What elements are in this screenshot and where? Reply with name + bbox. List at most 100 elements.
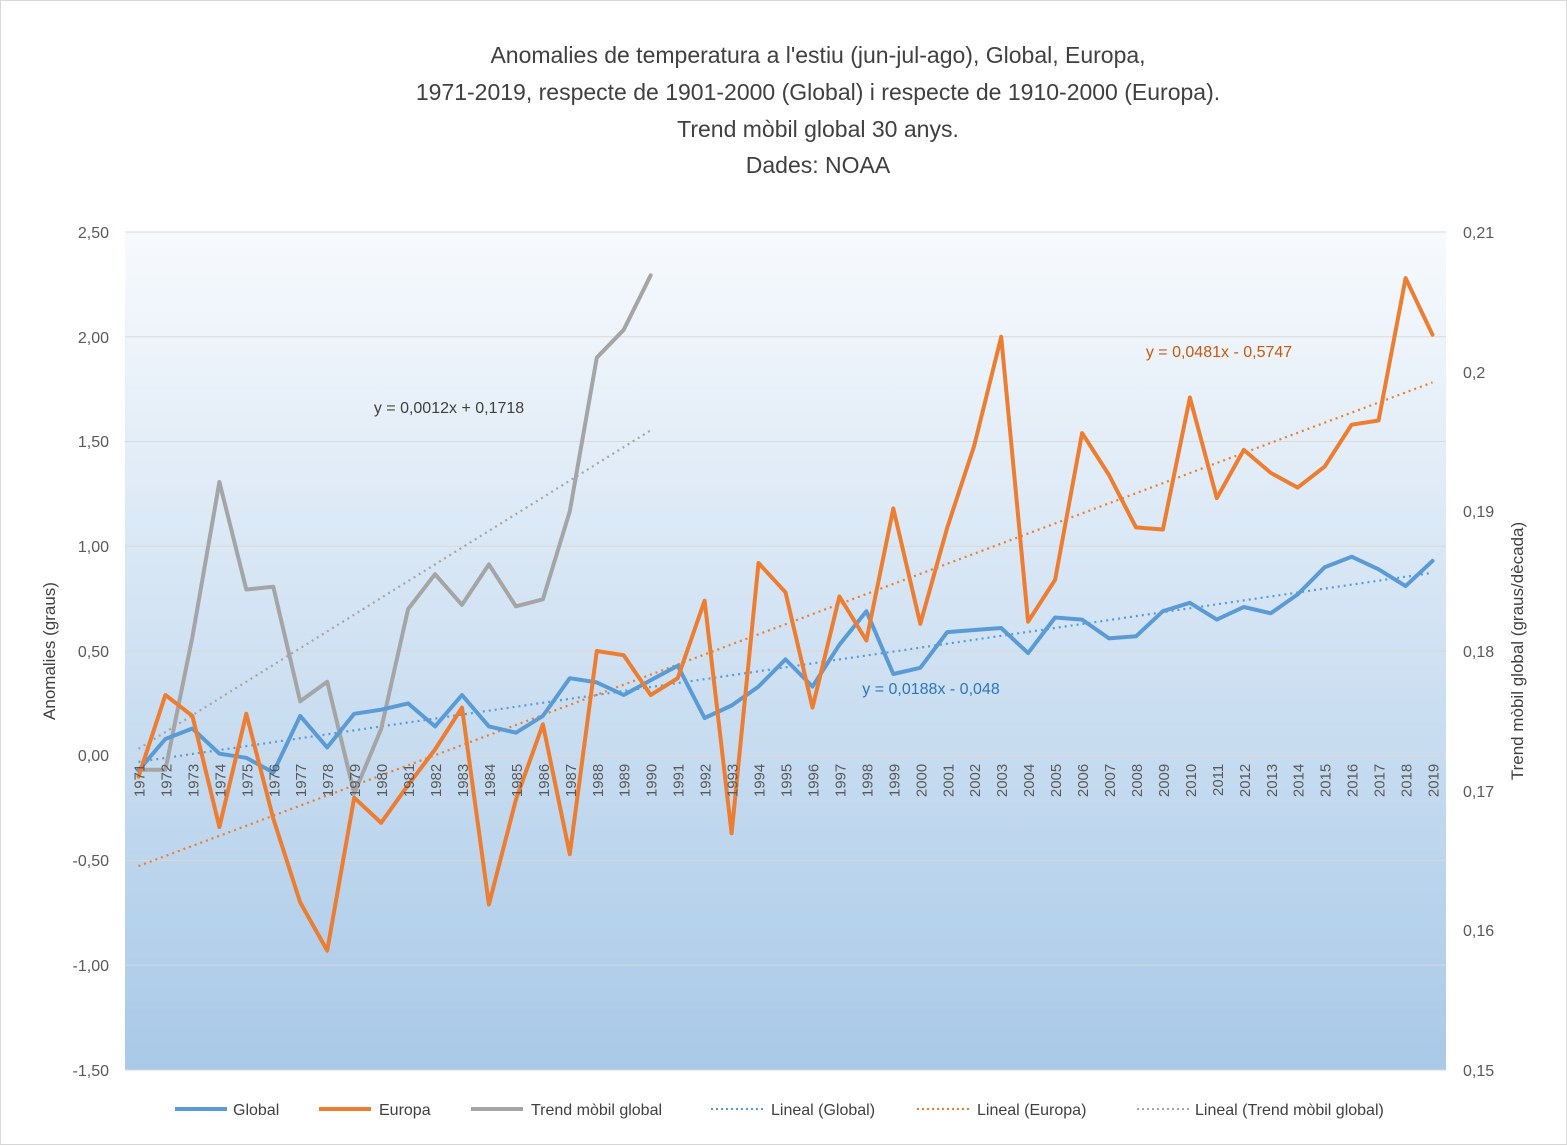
- x-tick-label: 2015: [1318, 764, 1335, 797]
- x-tick-label: 2017: [1372, 764, 1389, 797]
- y-tick-label: 0,50: [78, 644, 109, 661]
- y-tick-label: 1,50: [78, 434, 109, 451]
- legend-item-lineal-europa: Lineal (Europa): [917, 1102, 1086, 1119]
- legend-label: Lineal (Trend mòbil global): [1195, 1102, 1384, 1119]
- x-tick-label: 1989: [617, 764, 634, 797]
- legend-label: Lineal (Global): [771, 1102, 875, 1119]
- trendline-trend-m-bil-global: [137, 429, 652, 750]
- x-tick-label: 2007: [1102, 764, 1119, 797]
- x-tick-label: 1998: [859, 764, 876, 797]
- x-tick-label: 1984: [482, 764, 499, 797]
- x-tick-label: 2002: [967, 764, 984, 797]
- trend-equation-trend-mobil: y = 0,0012x + 0,1718: [374, 400, 524, 417]
- title-line-4: Dades: NOAA: [746, 152, 891, 178]
- right-axis: 0,21 0,2 0,19 0,18 0,17 0,16 0,15: [1463, 225, 1494, 1080]
- x-tick-label: 1988: [590, 764, 607, 797]
- legend-item-trend-mobil: Trend mòbil global: [471, 1102, 662, 1119]
- title-line-3: Trend mòbil global 30 anys.: [677, 116, 959, 142]
- x-tick-label: 1983: [455, 764, 472, 797]
- legend-item-lineal-global: Lineal (Global): [711, 1102, 875, 1119]
- legend-label: Trend mòbil global: [531, 1102, 662, 1119]
- x-tick-label: 2005: [1048, 764, 1065, 797]
- x-tick-label: 1978: [320, 764, 337, 797]
- x-tick-label: 1976: [266, 764, 283, 797]
- y-tick-label: -1,00: [73, 958, 110, 975]
- x-tick-label: 1994: [752, 764, 769, 797]
- x-tick-label: 2006: [1075, 764, 1092, 797]
- x-tick-label: 1987: [563, 764, 580, 797]
- y2-tick-label: 0,16: [1463, 923, 1494, 940]
- series-line-europa: [136, 276, 1435, 953]
- x-tick-label: 1992: [698, 764, 715, 797]
- y2-tick-label: 0,21: [1463, 225, 1494, 242]
- series-line-trend-m-bil-global: [136, 273, 653, 796]
- x-tick-label: 2011: [1210, 764, 1227, 796]
- x-tick-label: 2013: [1264, 764, 1281, 797]
- x-tick-label: 1995: [779, 764, 796, 797]
- x-tick-label: 2019: [1426, 764, 1443, 797]
- legend: Global Europa Trend mòbil global Lineal …: [175, 1102, 1384, 1119]
- trendline-europa: [138, 381, 1433, 868]
- y-tick-label: 1,00: [78, 539, 109, 556]
- y-tick-label: -1,50: [73, 1063, 110, 1080]
- y2-tick-label: 0,17: [1463, 784, 1494, 801]
- x-tick-label: 1977: [293, 764, 310, 797]
- x-tick-label: 2014: [1291, 764, 1308, 797]
- legend-item-lineal-trend-mobil: Lineal (Trend mòbil global): [1137, 1102, 1384, 1119]
- x-tick-label: 1985: [509, 764, 526, 797]
- x-tick-label: 1990: [644, 764, 661, 797]
- x-tick-label: 1974: [212, 764, 229, 797]
- x-tick-label: 1996: [805, 764, 822, 797]
- x-tick-label: 1971: [131, 764, 148, 797]
- legend-item-europa: Europa: [319, 1102, 431, 1119]
- series-line-global: [136, 554, 1435, 775]
- x-tick-label: 1991: [671, 764, 688, 797]
- x-tick-label: 2004: [1021, 764, 1038, 797]
- x-tick-label: 2001: [940, 764, 957, 797]
- x-tick-label: 2003: [994, 764, 1011, 797]
- legend-label: Global: [233, 1102, 279, 1119]
- title-line-2: 1971-2019, respecte de 1901-2000 (Global…: [416, 79, 1220, 105]
- y2-tick-label: 0,18: [1463, 644, 1494, 661]
- x-tick-label: 1973: [185, 764, 202, 797]
- x-tick-label: 2012: [1237, 764, 1254, 797]
- legend-item-global: Global: [175, 1102, 279, 1119]
- x-tick-label: 1993: [725, 764, 742, 797]
- y-tick-label: 2,00: [78, 330, 109, 347]
- x-tick-label: 2016: [1345, 764, 1362, 797]
- trendline-global: [138, 571, 1433, 763]
- x-tick-label: 2010: [1183, 764, 1200, 797]
- x-tick-label: 2000: [913, 764, 930, 797]
- y-tick-label: -0,50: [73, 853, 110, 870]
- left-axis: 2,50 2,00 1,50 1,00 0,50 0,00 -0,50 -1,0…: [73, 225, 110, 1080]
- x-axis-ticks: 1971 1972 1973 1974 1975 1976 1977 1978 1979 1980…: [131, 764, 1442, 797]
- x-tick-label: 1979: [347, 764, 364, 797]
- x-tick-label: 1980: [374, 764, 391, 797]
- x-tick-label: 1982: [428, 764, 445, 797]
- y2-tick-label: 0,15: [1463, 1063, 1494, 1080]
- y2-axis-title: Trend mòbil global (graus/dècada): [1508, 522, 1527, 780]
- x-tick-label: 1975: [239, 764, 256, 797]
- trend-equation-global: y = 0,0188x - 0,048: [862, 681, 1000, 698]
- trend-equation-europa: y = 0,0481x - 0,5747: [1146, 344, 1292, 361]
- y2-tick-label: 0,2: [1463, 365, 1485, 382]
- x-tick-label: 2018: [1399, 764, 1416, 797]
- y-tick-label: 0,00: [78, 748, 109, 765]
- legend-label: Lineal (Europa): [977, 1102, 1086, 1119]
- x-tick-label: 1986: [536, 764, 553, 797]
- series-layer: [136, 273, 1435, 953]
- x-tick-label: 2008: [1129, 764, 1146, 797]
- y-axis-title: Anomalies (graus): [40, 582, 59, 720]
- x-tick-label: 1981: [401, 764, 418, 797]
- x-tick-label: 1997: [832, 764, 849, 797]
- chart-title: Anomalies de temperatura a l'estiu (jun-…: [416, 42, 1220, 178]
- x-tick-label: 1999: [886, 764, 903, 797]
- y2-tick-label: 0,19: [1463, 504, 1494, 521]
- title-line-1: Anomalies de temperatura a l'estiu (jun-…: [490, 42, 1145, 68]
- x-tick-label: 1972: [158, 764, 175, 797]
- legend-label: Europa: [379, 1102, 431, 1119]
- y-tick-label: 2,50: [78, 225, 109, 242]
- x-tick-label: 2009: [1156, 764, 1173, 797]
